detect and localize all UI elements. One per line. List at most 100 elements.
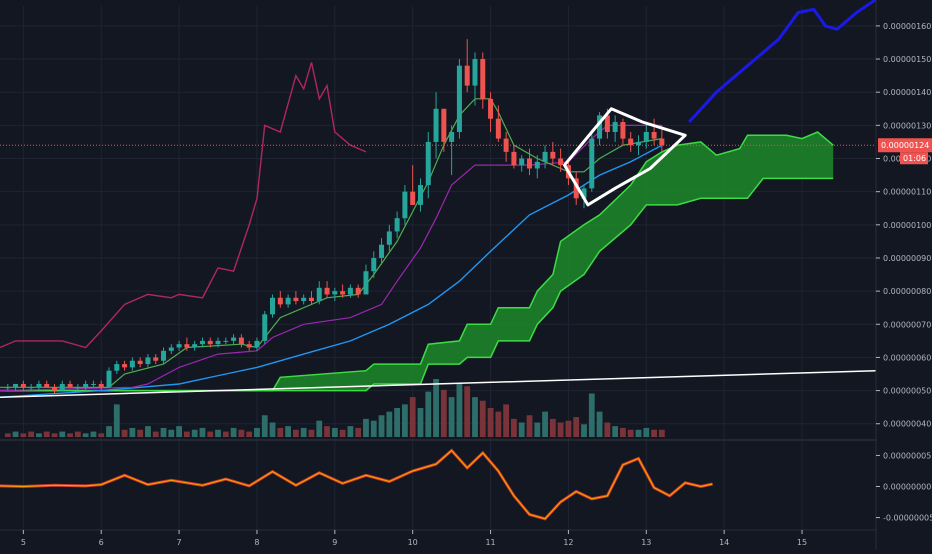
- time-axis[interactable]: 5 6 7 8 9 10 11 12 13 14 15: [0, 529, 876, 547]
- candle-body[interactable]: [75, 387, 81, 389]
- candle-body[interactable]: [199, 340, 205, 345]
- candle-body[interactable]: [254, 340, 260, 348]
- candle-body[interactable]: [145, 357, 151, 365]
- candle-body[interactable]: [410, 191, 416, 205]
- candle-body[interactable]: [386, 231, 392, 245]
- candle-body[interactable]: [503, 138, 509, 152]
- candle-body[interactable]: [612, 122, 618, 132]
- candle-body[interactable]: [176, 344, 182, 348]
- candle-body[interactable]: [106, 370, 112, 388]
- candle-body[interactable]: [192, 344, 198, 348]
- candle-body[interactable]: [231, 337, 237, 341]
- candle-body[interactable]: [425, 141, 431, 186]
- candle-body[interactable]: [246, 344, 252, 348]
- candle-body[interactable]: [215, 340, 221, 345]
- volume-bar: [511, 418, 517, 437]
- volume-bar: [261, 415, 268, 437]
- drawing-overlay[interactable]: [0, 0, 877, 207]
- candle-body[interactable]: [5, 387, 11, 389]
- candle-body[interactable]: [433, 108, 439, 142]
- candle-body[interactable]: [651, 131, 657, 139]
- volume-bar: [316, 420, 323, 437]
- candle-body[interactable]: [308, 297, 314, 302]
- candle-body[interactable]: [285, 297, 291, 305]
- candle-body[interactable]: [238, 337, 244, 345]
- candle-body[interactable]: [542, 151, 548, 162]
- candle-body[interactable]: [464, 65, 470, 86]
- candle-body[interactable]: [526, 158, 532, 169]
- candle-body[interactable]: [44, 383, 50, 388]
- candle-body[interactable]: [316, 287, 322, 302]
- candle-body[interactable]: [20, 383, 26, 388]
- candle-body[interactable]: [122, 364, 128, 368]
- candle-body[interactable]: [449, 131, 455, 142]
- candle-body[interactable]: [636, 141, 642, 146]
- candle-body[interactable]: [402, 191, 408, 219]
- candle-body[interactable]: [534, 161, 540, 169]
- candle-body[interactable]: [83, 383, 89, 388]
- candle-body[interactable]: [371, 257, 377, 272]
- projection-drawing[interactable]: [687, 0, 877, 124]
- candle-body[interactable]: [161, 350, 167, 361]
- candle-body[interactable]: [114, 364, 120, 371]
- candle-body[interactable]: [168, 347, 174, 351]
- candle-body[interactable]: [495, 118, 501, 139]
- candle-body[interactable]: [207, 340, 213, 345]
- candle-body[interactable]: [573, 178, 579, 199]
- candle-body[interactable]: [277, 297, 283, 305]
- volume-bar: [82, 433, 89, 437]
- candle-body[interactable]: [379, 244, 385, 258]
- candle-body[interactable]: [129, 360, 135, 368]
- candle-body[interactable]: [659, 138, 665, 146]
- candle-body[interactable]: [417, 185, 423, 205]
- candle-body[interactable]: [581, 188, 587, 199]
- candle-body[interactable]: [90, 383, 96, 385]
- candle-body[interactable]: [67, 383, 73, 388]
- candle-body[interactable]: [441, 108, 447, 142]
- candle-body[interactable]: [98, 383, 104, 388]
- candle-body[interactable]: [363, 271, 369, 295]
- candle-body[interactable]: [340, 291, 346, 295]
- candle-body[interactable]: [355, 287, 361, 295]
- candle-body[interactable]: [28, 387, 34, 389]
- candle-body[interactable]: [301, 297, 307, 302]
- candle-body[interactable]: [36, 383, 42, 388]
- candle-body[interactable]: [620, 122, 626, 139]
- candle-body[interactable]: [550, 151, 556, 159]
- candle-body[interactable]: [293, 297, 299, 302]
- candle-body[interactable]: [270, 297, 276, 315]
- candle-body[interactable]: [628, 138, 634, 146]
- candle-body[interactable]: [332, 291, 338, 295]
- candle-body[interactable]: [184, 344, 190, 348]
- candle-body[interactable]: [558, 158, 564, 166]
- candle-body[interactable]: [519, 158, 525, 166]
- candle-body[interactable]: [456, 65, 462, 132]
- candle-body[interactable]: [262, 314, 268, 341]
- candle-body[interactable]: [643, 131, 649, 142]
- diamond-drawing[interactable]: [563, 107, 687, 207]
- candle-body[interactable]: [347, 287, 353, 295]
- volume-bar: [168, 429, 175, 437]
- candle-body[interactable]: [13, 383, 19, 388]
- candle-body[interactable]: [137, 360, 143, 365]
- candle-body[interactable]: [153, 357, 159, 361]
- price-axis[interactable]: 0.00000160 0.00000150 0.00000140 0.00000130…: [875, 0, 932, 550]
- volume-bar: [300, 427, 307, 437]
- candle-body[interactable]: [394, 218, 400, 232]
- candle-body[interactable]: [480, 59, 486, 99]
- candle-body[interactable]: [597, 115, 603, 139]
- candlesticks[interactable]: [5, 39, 665, 394]
- candle-body[interactable]: [223, 340, 229, 342]
- volume-bar: [425, 391, 432, 437]
- candle-body[interactable]: [604, 115, 610, 132]
- volume-bar: [542, 411, 548, 437]
- candle-body[interactable]: [59, 383, 65, 391]
- candle-body[interactable]: [589, 138, 595, 189]
- candle-body[interactable]: [488, 98, 494, 119]
- candle-body[interactable]: [472, 59, 478, 86]
- candle-body[interactable]: [52, 387, 58, 391]
- candle-body[interactable]: [324, 287, 330, 295]
- candle-body[interactable]: [511, 151, 517, 166]
